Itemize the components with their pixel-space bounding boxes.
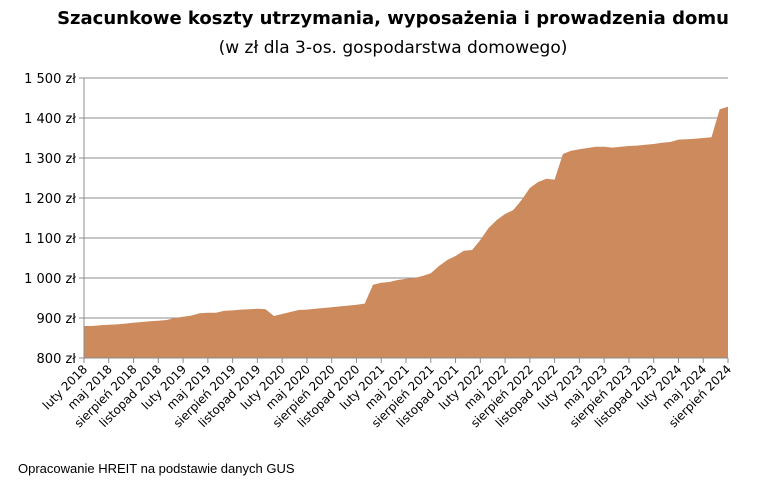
y-tick-label: 1 300 zł <box>24 152 76 167</box>
y-tick-label: 1 200 zł <box>24 192 76 207</box>
chart-subtitle: (w zł dla 3-os. gospodarstwa domowego) <box>219 38 568 58</box>
y-axis-labels: 800 zł 900 zł 1 000 zł 1 100 zł 1 200 zł 1 30… <box>24 72 76 367</box>
y-tick-label: 900 zł <box>37 312 77 327</box>
y-tick-label: 1 100 zł <box>24 232 76 247</box>
area-series <box>84 106 728 358</box>
y-tick-label: 1 500 zł <box>24 72 76 87</box>
source-footnote: Opracowanie HREIT na podstawie danych GU… <box>18 461 295 476</box>
y-tick-label: 800 zł <box>37 352 77 367</box>
axes <box>83 78 729 363</box>
area-fill <box>84 106 728 358</box>
y-tick-label: 1 000 zł <box>24 272 76 287</box>
chart-title: Szacunkowe koszty utrzymania, wyposażeni… <box>57 8 729 29</box>
y-tick-label: 1 400 zł <box>24 112 76 127</box>
